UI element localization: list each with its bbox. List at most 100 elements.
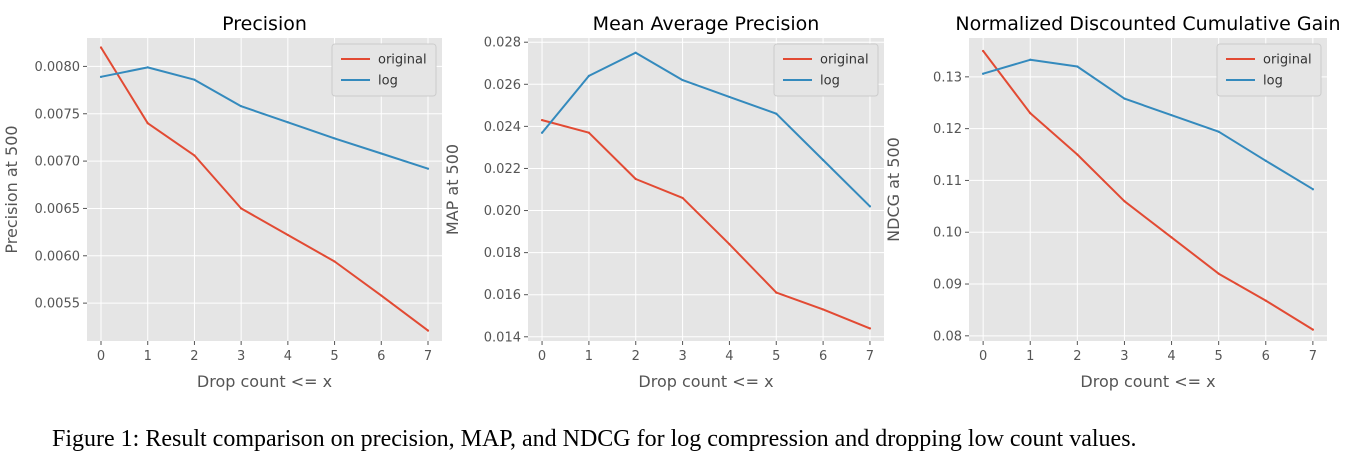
series-line-log bbox=[100, 66, 429, 170]
data-point-original bbox=[822, 308, 825, 311]
y-tick-label: 0.11 bbox=[933, 174, 962, 189]
x-tick-label: 7 bbox=[424, 349, 432, 364]
x-tick-label: 7 bbox=[866, 349, 874, 364]
y-tick-label: 0.016 bbox=[484, 288, 521, 303]
data-point-original bbox=[99, 46, 103, 49]
y-tick-label: 0.12 bbox=[933, 122, 962, 137]
x-tick-label: 3 bbox=[1120, 349, 1128, 364]
x-tick-label: 4 bbox=[725, 349, 733, 364]
data-point-original bbox=[982, 49, 985, 53]
x-tick-label: 5 bbox=[772, 349, 780, 364]
data-point-log bbox=[193, 78, 196, 81]
data-point-log bbox=[1123, 97, 1126, 100]
legend-box bbox=[1216, 43, 1322, 97]
data-point-original bbox=[1123, 200, 1126, 203]
y-tick-label: 0.026 bbox=[484, 78, 521, 93]
data-point-original bbox=[728, 243, 731, 246]
data-point-original bbox=[1264, 299, 1267, 302]
data-point-original bbox=[1311, 328, 1314, 331]
legend: original log bbox=[773, 43, 879, 97]
data-point-original bbox=[193, 154, 196, 157]
y-tick-label: 0.022 bbox=[484, 162, 521, 177]
x-tick-label: 4 bbox=[284, 349, 292, 364]
data-point-original bbox=[240, 207, 243, 210]
legend: original log bbox=[331, 43, 437, 97]
data-point-original bbox=[426, 329, 430, 332]
series-line-log bbox=[982, 58, 1314, 191]
data-point-log bbox=[634, 51, 637, 54]
x-tick-label: 6 bbox=[377, 349, 385, 364]
y-tick-label: 0.024 bbox=[484, 120, 521, 135]
data-point-original bbox=[775, 291, 778, 294]
y-tick-label: 0.0065 bbox=[35, 202, 81, 217]
data-point-original bbox=[540, 118, 544, 122]
x-tick-label: 0 bbox=[979, 349, 987, 364]
data-point-log bbox=[240, 105, 243, 108]
legend: original log bbox=[1216, 43, 1322, 97]
figure: 0 1 2 3 4 5 6 7 0.0055 0.0060 0.0065 0.0070 0.0075 0.… bbox=[2, 13, 1341, 391]
legend-label-original: original bbox=[1263, 53, 1312, 68]
x-tick-label: 1 bbox=[585, 349, 593, 364]
y-tick-label: 0.0080 bbox=[35, 60, 81, 75]
y-axis-label: MAP at 500 bbox=[443, 144, 462, 235]
data-point-original bbox=[1217, 272, 1220, 275]
chart-panel-3: 0 1 2 3 4 5 6 7 0.08 0.09 0.10 0.11 0.12 0.13 Normaliz… bbox=[884, 13, 1341, 391]
chart-panel-2: 0 1 2 3 4 5 6 7 0.014 0.016 0.018 0.020 0.022 0.024 0.… bbox=[443, 13, 884, 391]
legend-label-log: log bbox=[1263, 74, 1283, 89]
data-point-log bbox=[99, 75, 103, 78]
chart-title: Precision bbox=[222, 13, 307, 35]
data-point-original bbox=[333, 260, 336, 263]
data-point-log bbox=[775, 112, 778, 115]
y-axis-label: Precision at 500 bbox=[2, 125, 21, 253]
series-line-log bbox=[541, 51, 871, 208]
data-point-log bbox=[540, 131, 544, 134]
data-point-log bbox=[982, 72, 985, 75]
y-tick-label: 0.08 bbox=[933, 329, 962, 344]
x-axis-label: Drop count <= x bbox=[1080, 372, 1215, 391]
data-point-log bbox=[333, 137, 336, 140]
data-point-log bbox=[1076, 65, 1079, 68]
y-tick-label: 0.09 bbox=[933, 278, 962, 293]
data-point-original bbox=[681, 196, 684, 200]
chart-panel-1: 0 1 2 3 4 5 6 7 0.0055 0.0060 0.0065 0.0070 0.0075 0.… bbox=[2, 13, 442, 391]
y-tick-label: 0.020 bbox=[484, 204, 521, 219]
legend-label-log: log bbox=[820, 74, 840, 89]
data-point-original bbox=[634, 177, 637, 181]
legend-box bbox=[331, 43, 437, 97]
x-tick-label: 6 bbox=[1262, 349, 1270, 364]
data-point-log bbox=[380, 152, 383, 155]
data-point-log bbox=[868, 205, 872, 208]
x-tick-label: 3 bbox=[237, 349, 245, 364]
y-tick-label: 0.018 bbox=[484, 246, 521, 261]
x-tick-label: 2 bbox=[632, 349, 640, 364]
x-tick-label: 1 bbox=[144, 349, 152, 364]
x-tick-label: 6 bbox=[819, 349, 827, 364]
chart-title: Mean Average Precision bbox=[593, 13, 820, 35]
data-point-log bbox=[426, 167, 430, 170]
data-point-log bbox=[1264, 159, 1267, 162]
legend-box bbox=[773, 43, 879, 97]
y-tick-label: 0.0060 bbox=[35, 249, 81, 264]
y-axis-label: NDCG at 500 bbox=[884, 137, 903, 242]
data-point-log bbox=[822, 158, 825, 162]
data-point-original bbox=[380, 294, 383, 297]
data-point-log bbox=[587, 74, 590, 77]
x-tick-label: 5 bbox=[1215, 349, 1223, 364]
series-line-original bbox=[541, 119, 871, 330]
data-point-original bbox=[1170, 236, 1173, 239]
x-tick-label: 2 bbox=[1073, 349, 1081, 364]
x-axis-label: Drop count <= x bbox=[197, 372, 332, 391]
data-point-original bbox=[1076, 153, 1079, 156]
data-point-log bbox=[728, 95, 731, 99]
data-point-log bbox=[286, 121, 289, 124]
data-point-log bbox=[146, 66, 149, 69]
data-point-original bbox=[868, 327, 872, 330]
x-tick-label: 7 bbox=[1309, 349, 1317, 364]
x-tick-label: 1 bbox=[1026, 349, 1034, 364]
x-axis-label: Drop count <= x bbox=[638, 372, 773, 391]
data-point-original bbox=[286, 233, 289, 237]
data-point-log bbox=[1029, 58, 1032, 61]
figure-caption: Figure 1: Result comparison on precision… bbox=[52, 426, 1137, 452]
x-tick-label: 0 bbox=[97, 349, 105, 364]
data-point-original bbox=[587, 131, 590, 134]
